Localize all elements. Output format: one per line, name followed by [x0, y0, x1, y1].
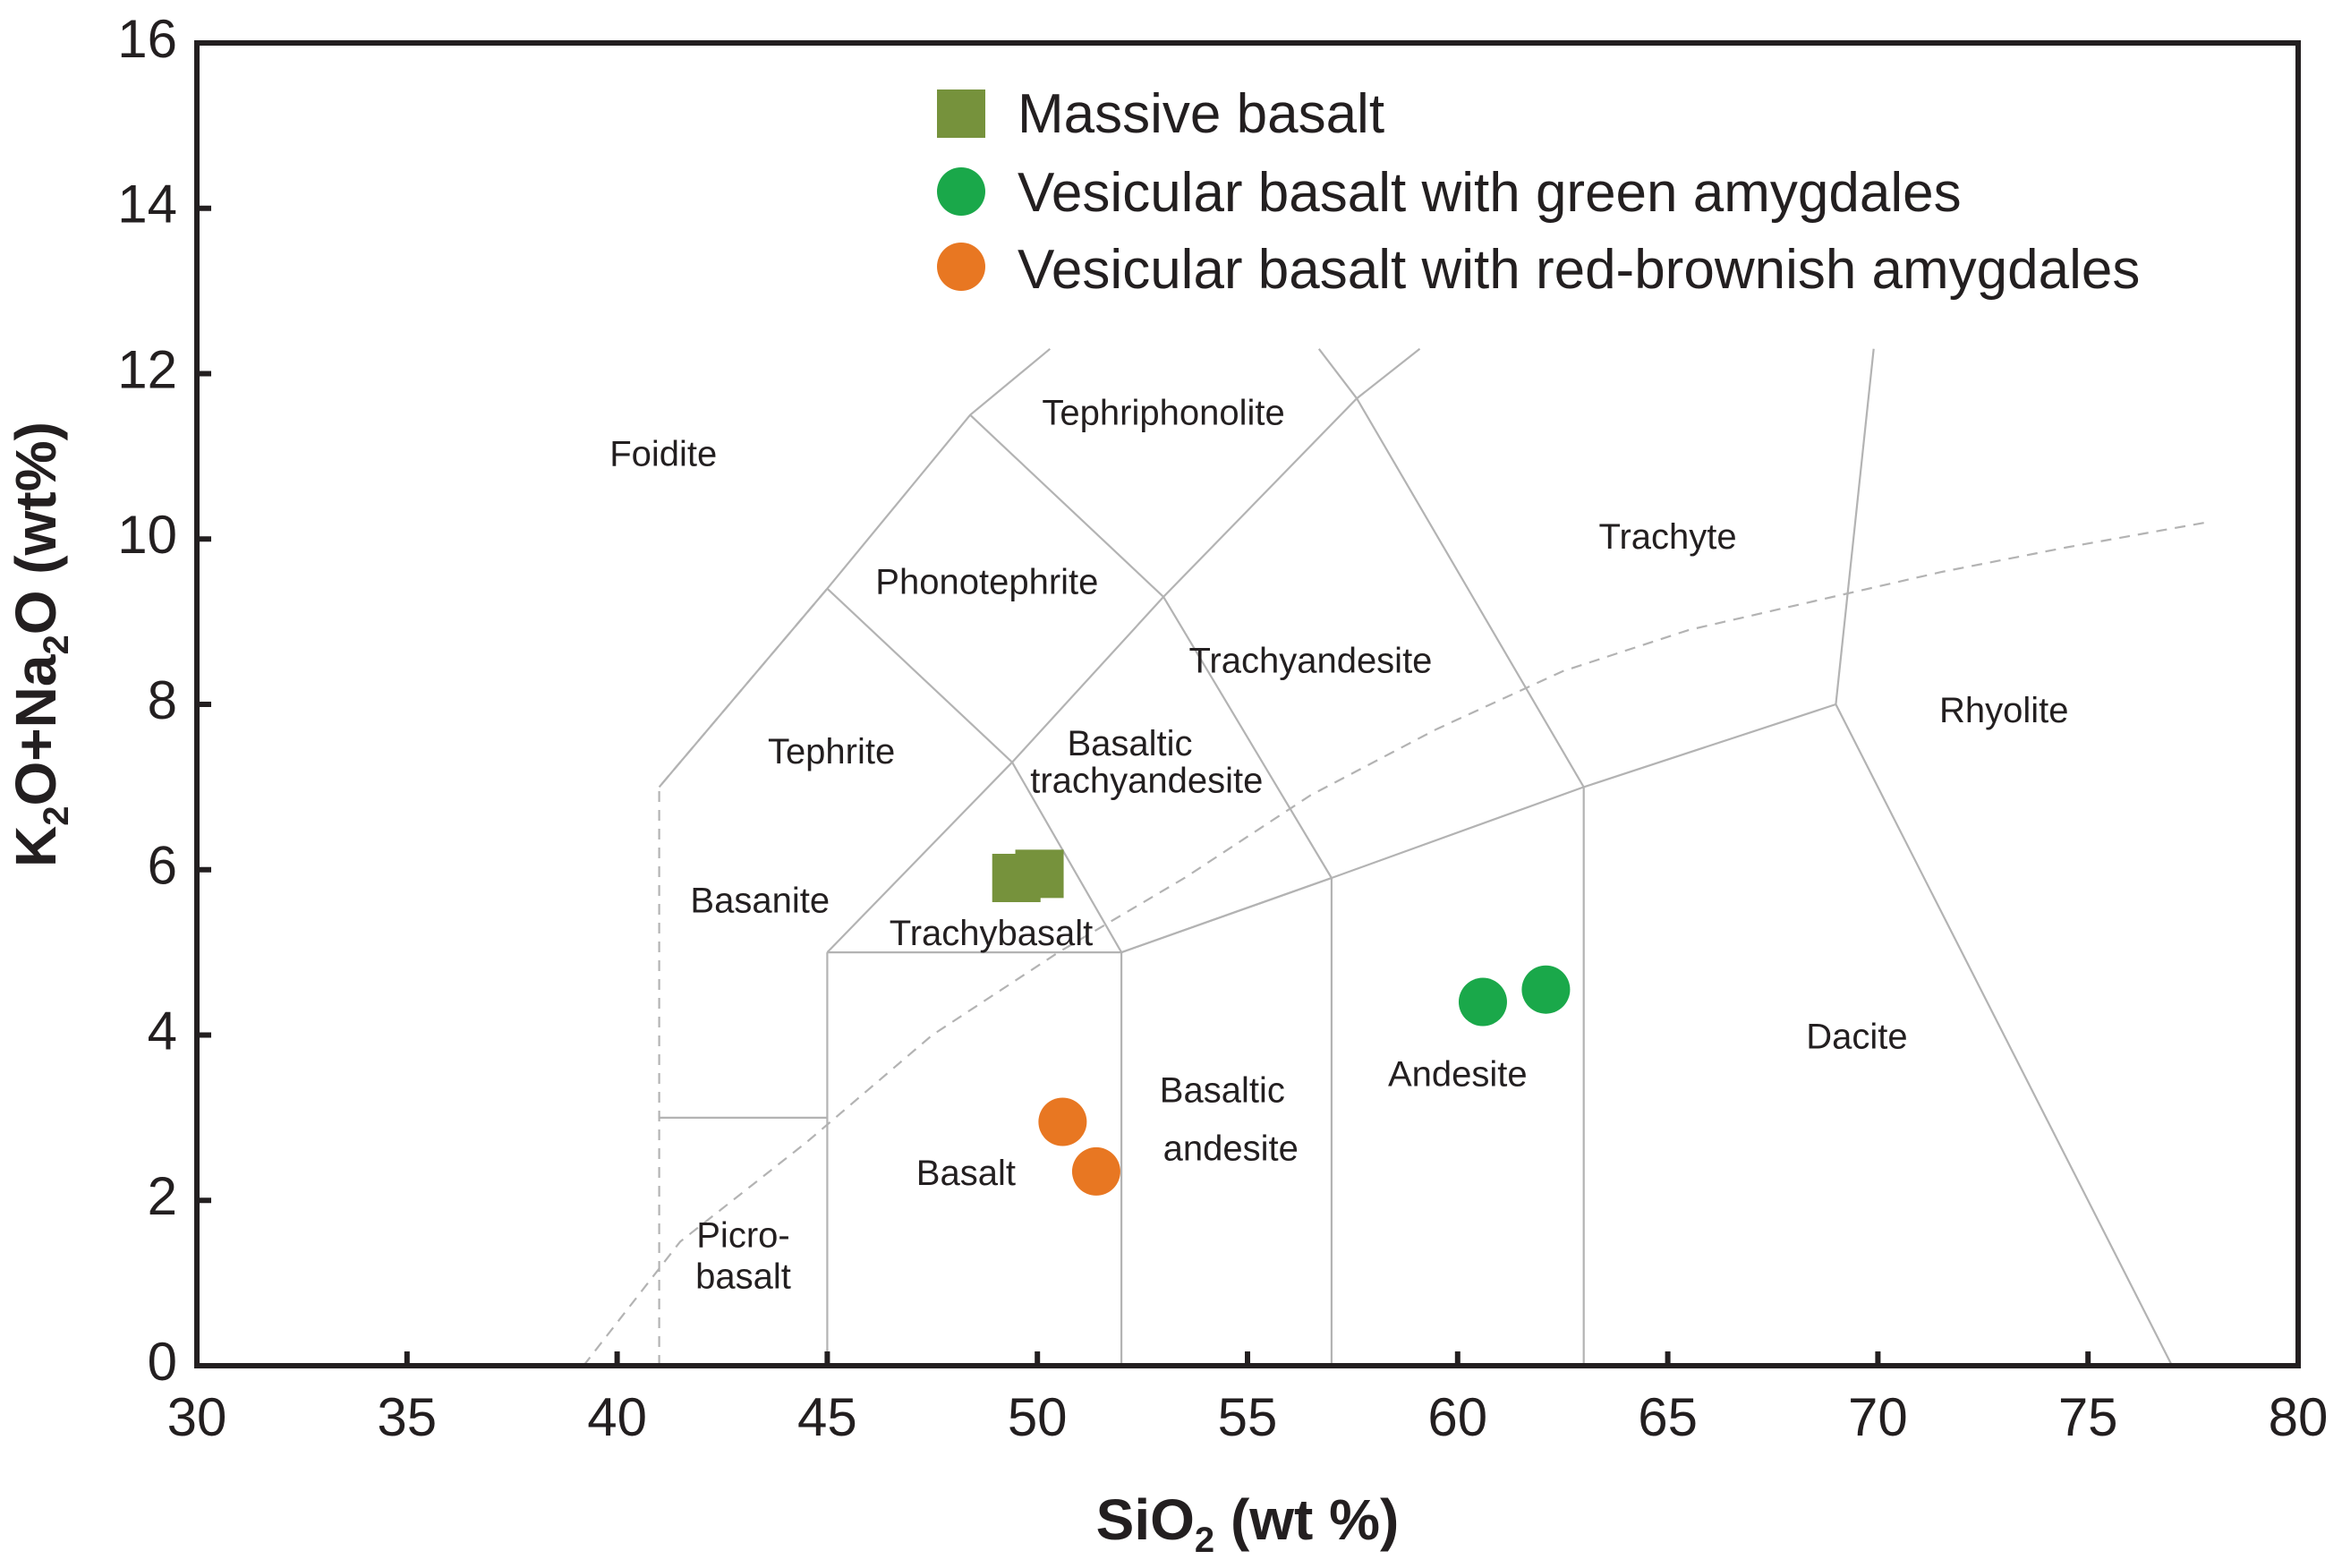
dashed-boundary-1: [583, 521, 2206, 1367]
x-tick-label-80: 80: [2269, 1387, 2329, 1447]
x-tick-label-50: 50: [1008, 1387, 1068, 1447]
legend-marker-green-amygdales: [937, 167, 985, 216]
field-label-dacite: Dacite: [1806, 1018, 1907, 1057]
y-axis-title-s1: 2: [37, 805, 76, 825]
x-axis-title: SiO2 (wt %): [1096, 1487, 1400, 1560]
point-series-1-0: [1458, 977, 1507, 1027]
x-tick-label-30: 30: [167, 1387, 227, 1447]
y-tick-label-16: 16: [117, 9, 177, 69]
point-series-2-0: [1038, 1097, 1087, 1146]
legend-label-green-amygdales: Vesicular basalt with green amygdales: [1018, 162, 1962, 224]
classification-field-labels: Foidite Tephriphonolite Phonotephrite Trach…: [609, 393, 2068, 1296]
x-axis-title-sub: 2: [1195, 1521, 1214, 1560]
x-tick-label-75: 75: [2058, 1387, 2118, 1447]
legend-label-massive-basalt: Massive basalt: [1018, 83, 1384, 145]
field-boundary-9: [1120, 876, 1333, 954]
field-label-trachyandesite: trachyandesite: [1030, 761, 1263, 800]
field-label-phonotephrite: Phonotephrite: [875, 563, 1098, 602]
field-label-trachybasalt: Trachybasalt: [890, 914, 1094, 953]
field-label-rhyolite: Rhyolite: [1939, 691, 2069, 730]
axis-tick-labels: 30 35 40 45 50 55 60 65 70 75 80 0 2 4 6 8 10 12 14 16: [117, 9, 2328, 1447]
point-series-1-1: [1521, 965, 1571, 1014]
field-boundary-14: [826, 587, 1013, 763]
x-axis-title-main: SiO: [1096, 1487, 1195, 1552]
x-tick-label-65: 65: [1638, 1387, 1698, 1447]
x-tick-label-60: 60: [1427, 1387, 1487, 1447]
field-boundary-15: [969, 413, 1164, 598]
field-label-tephriphonolite: Tephriphonolite: [1042, 393, 1284, 432]
field-label-trachyte: Trachyte: [1599, 517, 1737, 557]
field-boundary-13: [658, 347, 1052, 788]
field-boundary-10: [1011, 762, 1123, 953]
field-label-basanite: Basanite: [690, 881, 830, 920]
classification-boundaries: [583, 347, 2206, 1367]
x-tick-label-70: 70: [1848, 1387, 1908, 1447]
field-label-andesite: andesite: [1163, 1129, 1299, 1168]
field-boundary-4: [1835, 703, 2174, 1367]
legend-marker-massive-basalt: [937, 89, 985, 138]
y-axis-title-p2: O+Na: [4, 654, 68, 805]
field-boundary-11: [1162, 596, 1333, 879]
y-tick-label-2: 2: [148, 1166, 177, 1226]
field-label-basaltic: Basaltic: [1067, 724, 1192, 763]
field-boundary-5: [1835, 348, 1875, 705]
y-axis-title-p3: O (wt%): [4, 422, 68, 635]
x-tick-label-40: 40: [587, 1387, 647, 1447]
field-boundary-12: [1356, 397, 1585, 788]
y-tick-label-12: 12: [117, 339, 177, 399]
point-series-0-1: [1015, 849, 1064, 899]
y-tick-label-4: 4: [148, 1001, 177, 1061]
x-tick-label-55: 55: [1218, 1387, 1278, 1447]
y-tick-label-10: 10: [117, 505, 177, 565]
data-points: [992, 849, 1571, 1196]
y-axis-title: K2O+Na2O (wt%): [4, 422, 76, 867]
legend-marker-red-brownish-amygdales: [937, 243, 985, 291]
x-tick-label-35: 35: [377, 1387, 437, 1447]
field-boundary-16: [1317, 348, 1358, 399]
legend-label-red-brownish-amygdales: Vesicular basalt with red-brownish amygd…: [1018, 239, 2140, 301]
y-axis-title-s2: 2: [37, 635, 76, 654]
field-label-basaltic: Basaltic: [1160, 1071, 1285, 1111]
field-label-tephrite: Tephrite: [768, 732, 895, 771]
point-series-2-1: [1071, 1146, 1120, 1196]
field-label-picro: Picro-: [696, 1215, 789, 1255]
field-label-trachyandesite: Trachyandesite: [1188, 641, 1432, 680]
x-tick-label-45: 45: [797, 1387, 857, 1447]
field-label-basalt: Basalt: [916, 1154, 1016, 1193]
x-axis-title-rest: (wt %): [1214, 1487, 1399, 1552]
y-tick-label-8: 8: [148, 670, 177, 730]
y-tick-label-6: 6: [148, 836, 177, 896]
axis-ticks: [194, 40, 2301, 1368]
y-axis-title-p1: K: [4, 826, 68, 867]
y-tick-label-14: 14: [117, 175, 177, 234]
legend: Massive basalt Vesicular basalt with gre…: [937, 83, 2140, 301]
field-label-foidite: Foidite: [609, 434, 717, 473]
y-tick-label-0: 0: [148, 1332, 177, 1392]
field-label-basalt: basalt: [695, 1257, 791, 1297]
field-label-andesite: Andesite: [1388, 1054, 1528, 1094]
